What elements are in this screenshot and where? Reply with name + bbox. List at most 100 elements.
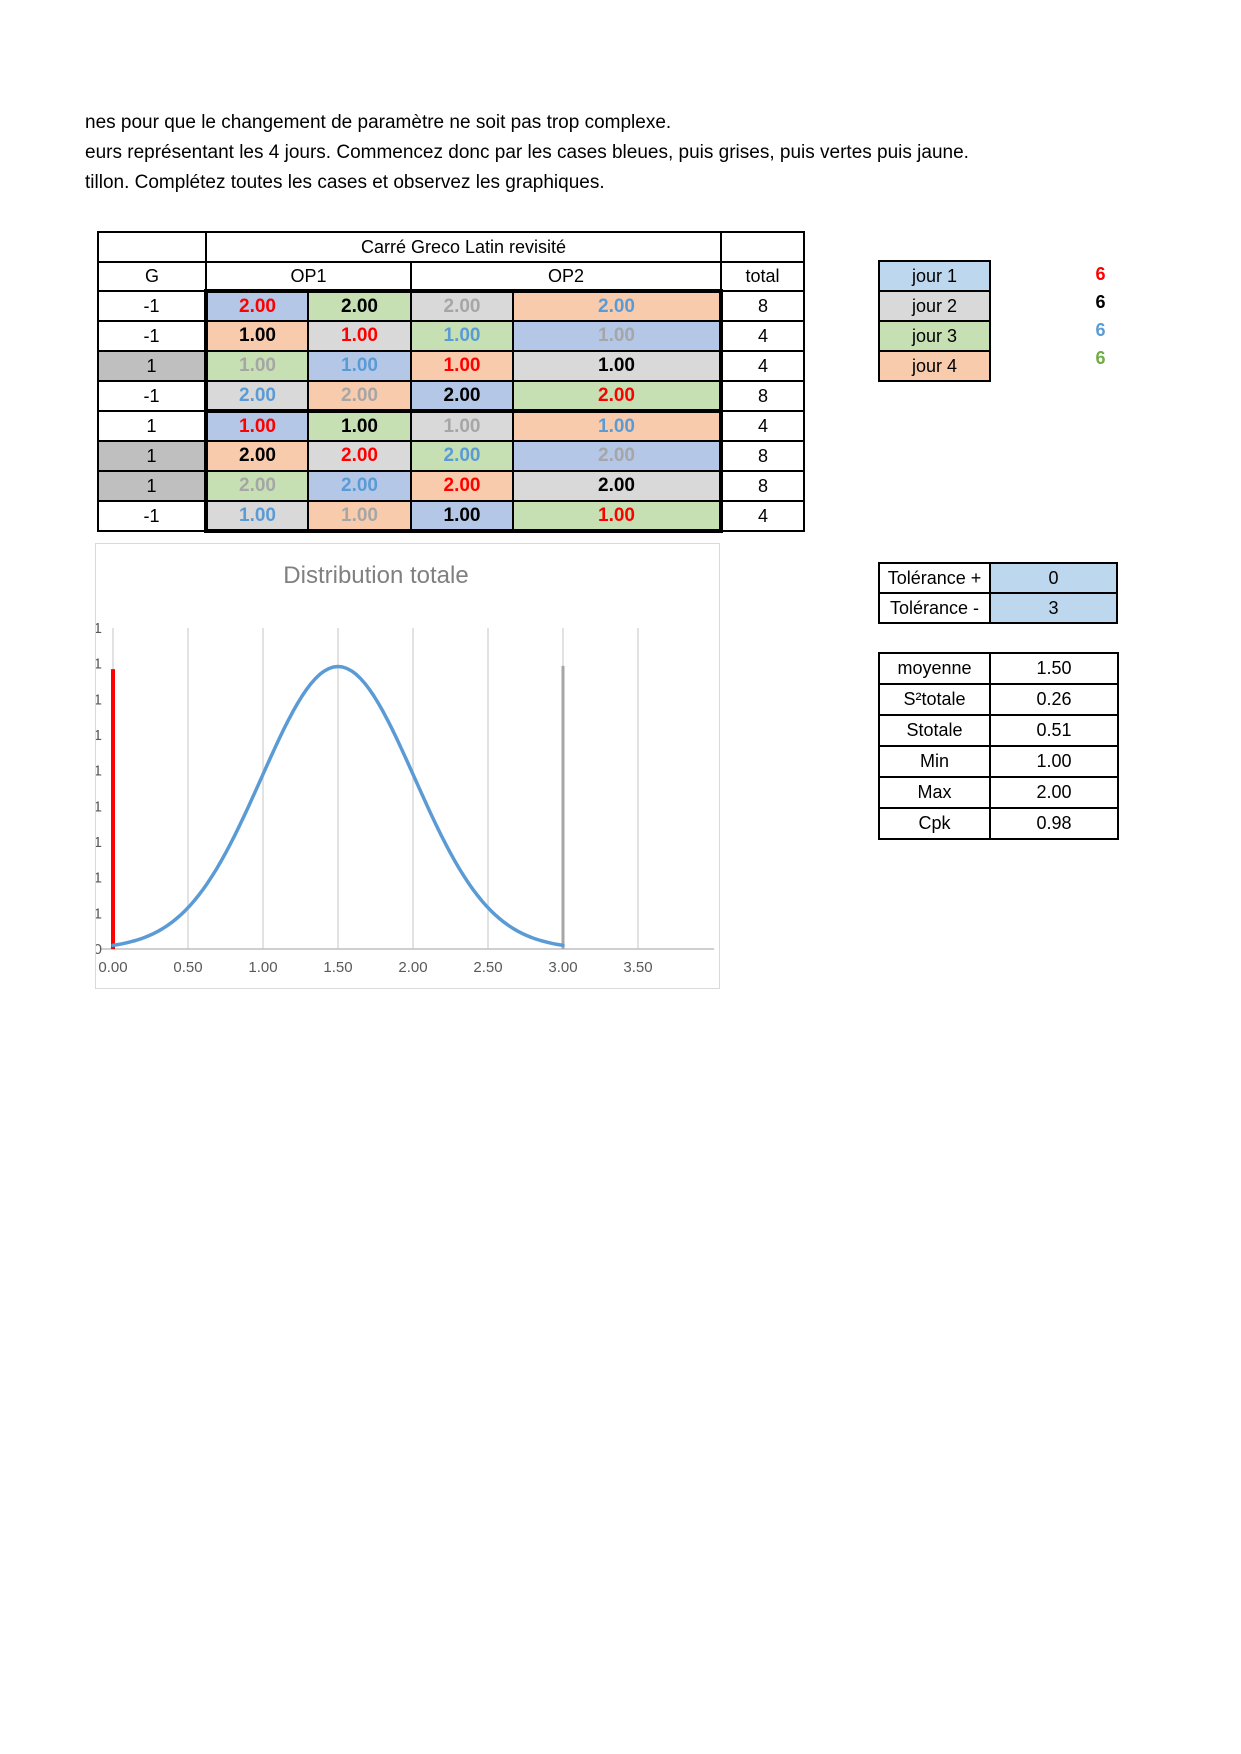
intro-text: nes pour que le changement de paramètre … bbox=[85, 108, 969, 198]
g-cell: -1 bbox=[97, 290, 207, 322]
value-cell[interactable]: 1.00 bbox=[512, 320, 723, 352]
value-cell[interactable]: 2.00 bbox=[410, 380, 514, 412]
total-cell: 8 bbox=[720, 290, 805, 322]
legend-label: jour 1 bbox=[878, 260, 991, 292]
y-tick-label: 0 bbox=[96, 941, 102, 958]
legend-item: jour 1 bbox=[878, 260, 991, 292]
value-cell[interactable]: 1.00 bbox=[410, 350, 514, 382]
value-cell[interactable]: 1.00 bbox=[307, 500, 412, 533]
value-cell[interactable]: 1.00 bbox=[410, 500, 514, 533]
value-cell[interactable]: 1.00 bbox=[410, 409, 514, 442]
stat-value: 0.98 bbox=[989, 807, 1119, 840]
value-cell[interactable]: 1.00 bbox=[307, 320, 412, 352]
x-tick-label: 1.50 bbox=[323, 959, 352, 976]
value-cell[interactable]: 1.00 bbox=[204, 320, 309, 352]
table-row: 1 2.00 2.00 2.00 2.00 8 bbox=[97, 440, 805, 472]
x-tick-label: 2.50 bbox=[473, 959, 502, 976]
g-cell: 1 bbox=[97, 470, 207, 502]
stat-label: Stotale bbox=[878, 714, 991, 747]
value-cell[interactable]: 2.00 bbox=[410, 289, 514, 322]
greco-header-row: G OP1 OP2 total bbox=[97, 261, 805, 292]
table-row: 1 1.00 1.00 1.00 1.00 4 bbox=[97, 409, 805, 442]
table-row: 1 2.00 2.00 2.00 2.00 8 bbox=[97, 470, 805, 502]
table-row: -1 2.00 2.00 2.00 2.00 8 bbox=[97, 289, 805, 322]
value-cell[interactable]: 2.00 bbox=[204, 289, 309, 322]
value-cell[interactable]: 1.00 bbox=[512, 409, 723, 442]
value-cell[interactable]: 2.00 bbox=[410, 470, 514, 502]
col-header-op1: OP1 bbox=[205, 261, 412, 292]
stats-table: moyenne 1.50 S²totale 0.26 Stotale 0.51 Min 1.0… bbox=[878, 652, 1119, 840]
value-cell[interactable]: 2.00 bbox=[307, 380, 412, 412]
value-cell[interactable]: 1.00 bbox=[307, 350, 412, 382]
value-cell[interactable]: 1.00 bbox=[204, 409, 309, 442]
jour-legend: jour 1 jour 2 jour 3 jour 4 bbox=[878, 260, 991, 382]
intro-line-3: tillon. Complétez toutes les cases et ob… bbox=[85, 172, 605, 193]
value-cell[interactable]: 2.00 bbox=[410, 440, 514, 472]
table-row: Stotale 0.51 bbox=[878, 714, 1119, 747]
greco-latin-table-wrap: Carré Greco Latin revisité G OP1 OP2 tot… bbox=[97, 231, 805, 533]
x-tick-label: 3.00 bbox=[548, 959, 577, 976]
legend-label: jour 4 bbox=[878, 350, 991, 382]
y-tick-label: 1 bbox=[96, 834, 102, 851]
stat-label: Min bbox=[878, 745, 991, 778]
greco-title-cell: Carré Greco Latin revisité bbox=[205, 231, 722, 263]
stat-value: 2.00 bbox=[989, 776, 1119, 809]
value-cell[interactable]: 1.00 bbox=[512, 350, 723, 382]
stat-value: 0.51 bbox=[989, 714, 1119, 747]
value-cell[interactable]: 2.00 bbox=[307, 289, 412, 322]
value-cell[interactable]: 2.00 bbox=[512, 289, 723, 322]
legend-item: jour 3 bbox=[878, 320, 991, 352]
stats-table-wrap: moyenne 1.50 S²totale 0.26 Stotale 0.51 Min 1.0… bbox=[878, 652, 1119, 840]
greco-title-row: Carré Greco Latin revisité bbox=[97, 231, 805, 263]
intro-line-2: eurs représentant les 4 jours. Commencez… bbox=[85, 142, 969, 163]
value-cell[interactable]: 2.00 bbox=[204, 380, 309, 412]
table-row: S²totale 0.26 bbox=[878, 683, 1119, 716]
value-cell[interactable]: 2.00 bbox=[307, 440, 412, 472]
table-row: Min 1.00 bbox=[878, 745, 1119, 778]
jour-legend-table: jour 1 jour 2 jour 3 jour 4 bbox=[878, 260, 991, 382]
value-cell[interactable]: 2.00 bbox=[307, 470, 412, 502]
stat-value: 1.50 bbox=[989, 652, 1119, 685]
greco-latin-table: Carré Greco Latin revisité G OP1 OP2 tot… bbox=[97, 231, 805, 533]
value-cell[interactable]: 2.00 bbox=[204, 470, 309, 502]
value-cell[interactable]: 1.00 bbox=[307, 409, 412, 442]
total-cell: 4 bbox=[720, 500, 805, 532]
distribution-totale-curve bbox=[111, 664, 565, 948]
g-cell: -1 bbox=[97, 380, 207, 412]
legend-count: 6 bbox=[1095, 348, 1106, 368]
stat-label: Max bbox=[878, 776, 991, 809]
total-cell: 8 bbox=[720, 380, 805, 412]
table-row: moyenne 1.50 bbox=[878, 652, 1119, 685]
stat-label: S²totale bbox=[878, 683, 991, 716]
y-tick-label: 1 bbox=[96, 870, 102, 887]
tolerance-value[interactable]: 3 bbox=[989, 592, 1118, 624]
value-cell[interactable]: 1.00 bbox=[410, 320, 514, 352]
g-cell: 1 bbox=[97, 410, 207, 442]
x-tick-label: 2.00 bbox=[398, 959, 427, 976]
value-cell[interactable]: 2.00 bbox=[512, 470, 723, 502]
table-row: -1 1.00 1.00 1.00 1.00 4 bbox=[97, 500, 805, 533]
value-cell[interactable]: 2.00 bbox=[204, 440, 309, 472]
y-tick-label: 1 bbox=[96, 798, 102, 815]
g-cell: -1 bbox=[97, 500, 207, 532]
x-tick-label: 0.50 bbox=[173, 959, 202, 976]
greco-corner-cell bbox=[97, 231, 207, 263]
jour-counts: 6 6 6 6 bbox=[1078, 260, 1123, 372]
tolerance-value[interactable]: 0 bbox=[989, 562, 1118, 594]
legend-label: jour 3 bbox=[878, 320, 991, 352]
x-tick-label: 1.00 bbox=[248, 959, 277, 976]
value-cell[interactable]: 1.00 bbox=[512, 500, 723, 533]
g-cell: -1 bbox=[97, 320, 207, 352]
legend-count: 6 bbox=[1095, 264, 1106, 284]
g-cell: 1 bbox=[97, 350, 207, 382]
tolerance-table-wrap: Tolérance +0 Tolérance -3 bbox=[878, 562, 1118, 624]
value-cell[interactable]: 1.00 bbox=[204, 350, 309, 382]
value-cell[interactable]: 2.00 bbox=[512, 440, 723, 472]
col-header-g: G bbox=[97, 261, 207, 292]
tolerance-label: Tolérance - bbox=[878, 592, 991, 624]
legend-label: jour 2 bbox=[878, 290, 991, 322]
value-cell[interactable]: 1.00 bbox=[204, 500, 309, 533]
value-cell[interactable]: 2.00 bbox=[512, 380, 723, 412]
table-row: Tolérance +0 bbox=[878, 562, 1118, 594]
